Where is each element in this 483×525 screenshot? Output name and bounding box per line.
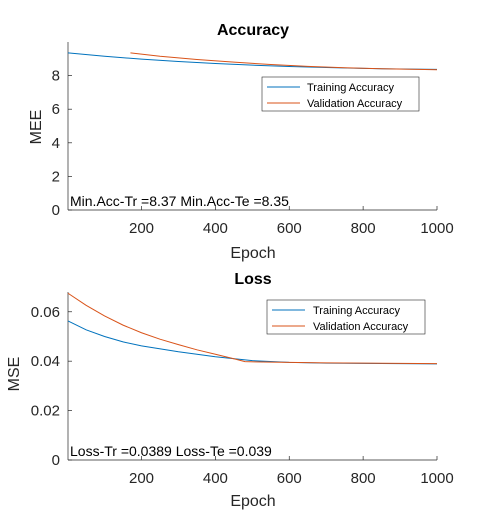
- accuracy-x-tick-label: 600: [277, 220, 302, 237]
- accuracy-legend-box: [261, 76, 420, 112]
- accuracy-legend-label-training: Training Accuracy: [307, 82, 395, 94]
- accuracy-panel: Accuracy 200 400 600 800 1000 0 2 4 6 8 Min.Acc-T…: [28, 22, 454, 262]
- loss-legend: Training Accuracy Validation Accuracy: [266, 299, 426, 335]
- accuracy-ylabel: MEE: [28, 110, 45, 145]
- accuracy-plot-area: 200 400 600 800 1000 0 2 4 6 8: [52, 42, 454, 237]
- loss-x-tick-label: 200: [129, 470, 154, 487]
- loss-legend-label-validation: Validation Accuracy: [313, 321, 409, 333]
- accuracy-legend-label-validation: Validation Accuracy: [307, 98, 403, 110]
- loss-ylabel: MSE: [6, 357, 23, 392]
- loss-y-tick-label: 0.04: [31, 353, 60, 370]
- loss-y-tick-label: 0.02: [31, 403, 60, 420]
- accuracy-annotation: Min.Acc-Tr =8.37 Min.Acc-Te =8.35: [70, 193, 289, 209]
- accuracy-y-tick-label: 8: [52, 68, 60, 85]
- loss-y-tick-label: 0.06: [31, 304, 60, 321]
- loss-plot-area: 200 400 600 800 1000 0 0.02 0.04 0.06: [31, 292, 454, 487]
- accuracy-x-tick-label: 800: [351, 220, 376, 237]
- loss-validation-line: [67, 292, 438, 365]
- loss-x-tick-label: 400: [203, 470, 228, 487]
- loss-xlabel: Epoch: [230, 493, 275, 510]
- accuracy-validation-line: [130, 52, 438, 71]
- accuracy-y-tick-label: 0: [52, 202, 60, 219]
- loss-title: Loss: [234, 271, 271, 288]
- loss-legend-box: [266, 299, 426, 335]
- loss-legend-label-training: Training Accuracy: [313, 305, 401, 317]
- accuracy-title: Accuracy: [217, 22, 289, 39]
- loss-panel: Loss 200 400 600 800 1000 0 0.02 0.04 0.06 Loss-…: [6, 271, 454, 510]
- accuracy-x-tick-label: 1000: [420, 220, 453, 237]
- loss-x-tick-label: 600: [277, 470, 302, 487]
- accuracy-y-tick-label: 4: [52, 135, 60, 152]
- accuracy-legend: Training Accuracy Validation Accuracy: [261, 76, 420, 112]
- accuracy-x-tick-label: 200: [129, 220, 154, 237]
- loss-annotation: Loss-Tr =0.0389 Loss-Te =0.039: [70, 443, 272, 459]
- accuracy-y-tick-label: 2: [52, 168, 60, 185]
- loss-x-tick-label: 1000: [420, 470, 453, 487]
- loss-y-tick-label: 0: [52, 452, 60, 469]
- loss-x-tick-label: 800: [351, 470, 376, 487]
- accuracy-x-tick-label: 400: [203, 220, 228, 237]
- accuracy-xlabel: Epoch: [230, 245, 275, 262]
- accuracy-y-tick-label: 6: [52, 101, 60, 118]
